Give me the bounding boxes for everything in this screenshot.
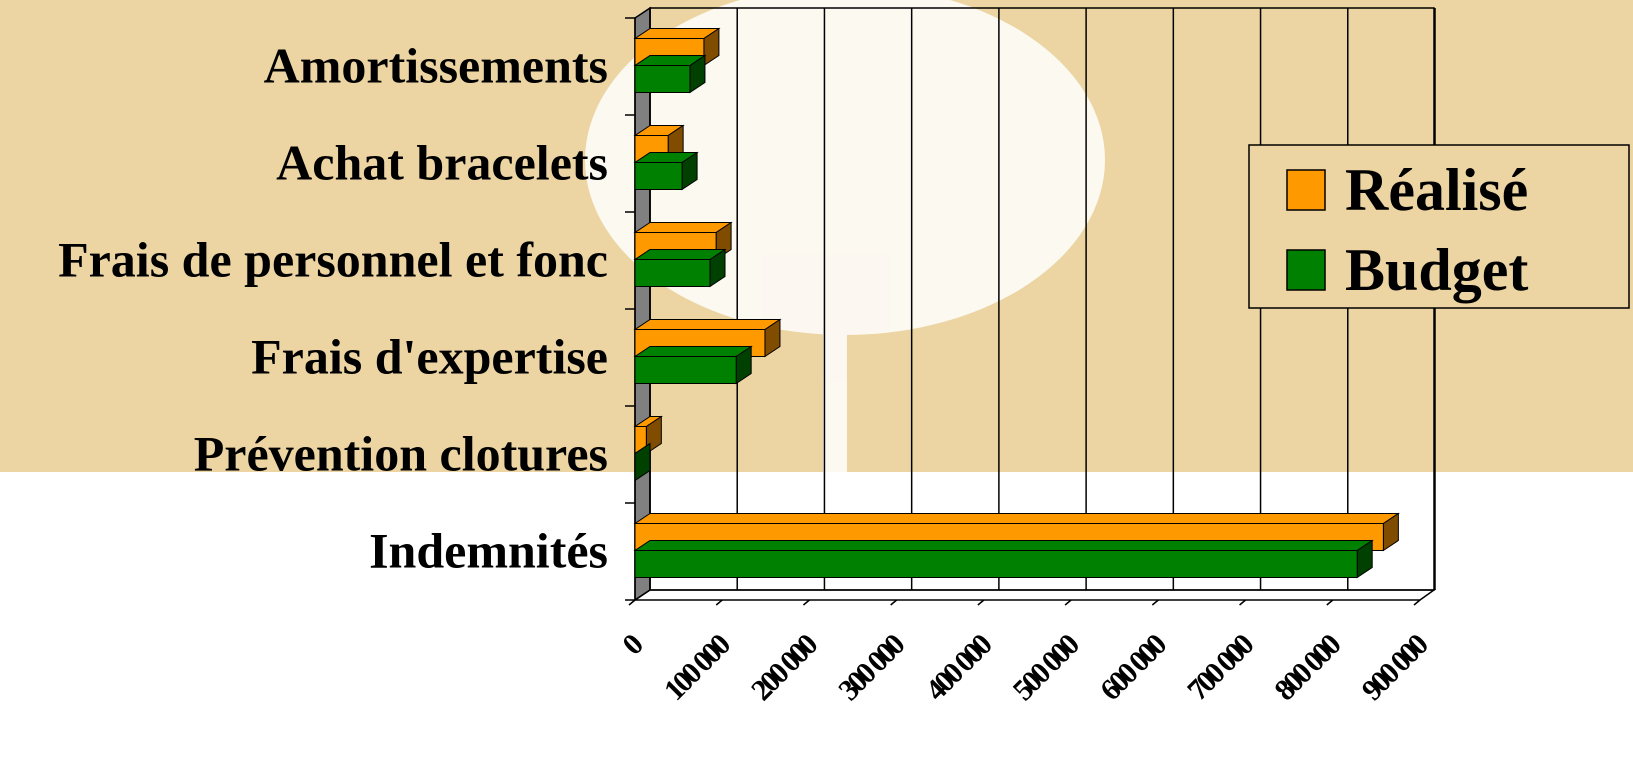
x-tick-label: 700 000 xyxy=(1181,628,1260,707)
bar xyxy=(635,56,705,93)
bar-face xyxy=(635,223,731,233)
bar-face xyxy=(635,320,780,330)
bar xyxy=(635,153,697,190)
x-tick-label: 0 xyxy=(616,628,649,661)
bar xyxy=(635,250,725,287)
page: {"chart_data": {"type": "bar3d_horizonta… xyxy=(0,0,1633,778)
x-tick-label: 200 000 xyxy=(745,628,824,707)
x-tick-label: 300 000 xyxy=(832,628,911,707)
side-wall xyxy=(635,8,650,600)
x-tick-label: 500 000 xyxy=(1007,628,1086,707)
bar xyxy=(635,347,751,384)
y-tick-label: Amortissements xyxy=(264,38,608,94)
y-tick-label: Frais de personnel et fonc xyxy=(58,232,608,288)
x-tick-label: 100 000 xyxy=(658,628,737,707)
bar-face xyxy=(635,514,1398,524)
legend-swatch xyxy=(1287,170,1325,210)
chart: 0 100 000200 000300 000400 000500 000600 … xyxy=(0,0,1633,778)
y-tick-label: Achat bracelets xyxy=(276,135,608,191)
x-tick-label: 800 000 xyxy=(1268,628,1347,707)
bar xyxy=(635,541,1372,578)
bar-face xyxy=(635,347,751,357)
bar-face xyxy=(635,357,736,384)
x-tick-label: 600 000 xyxy=(1094,628,1173,707)
y-tick-label: Indemnités xyxy=(369,523,608,579)
bar-face xyxy=(635,551,1357,578)
bar-face xyxy=(635,541,1372,551)
legend-label: Budget xyxy=(1345,237,1528,303)
bar-face xyxy=(635,66,690,93)
bar-face xyxy=(635,163,682,190)
bar-face xyxy=(635,260,710,287)
legend-swatch xyxy=(1287,250,1325,290)
x-tick-label: 400 000 xyxy=(919,628,998,707)
y-tick-label: Frais d'expertise xyxy=(251,329,608,385)
x-tick-label: 900 000 xyxy=(1356,628,1435,707)
floor xyxy=(635,590,1434,600)
y-tick-label: Prévention clotures xyxy=(194,426,608,482)
legend-label: Réalisé xyxy=(1345,157,1528,223)
